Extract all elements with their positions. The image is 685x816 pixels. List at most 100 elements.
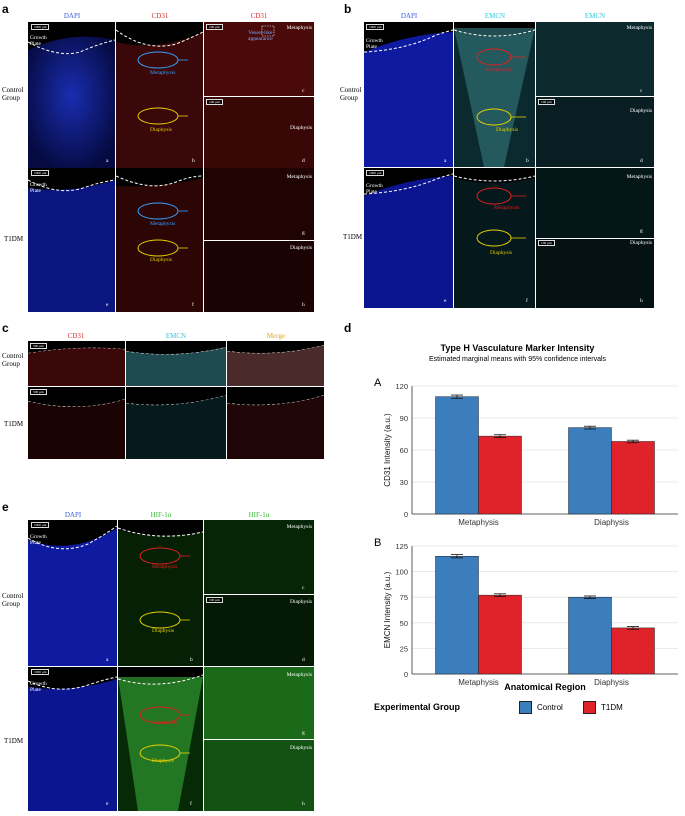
chart-subtitle: Estimated marginal means with 95% confid… <box>428 356 607 363</box>
panel-b-image-emcn-dia-control <box>536 97 654 167</box>
panel-a-growth-plate-2: Growth Plate <box>30 182 47 194</box>
panel-c-row-control: Control Group <box>2 352 24 368</box>
panel-a-scale-3: 100 μm <box>206 24 223 30</box>
panel-e-col-dapi: DAPI <box>64 511 82 519</box>
chart-b-ytick-3: 75 <box>400 593 408 602</box>
panel-a-vessel-label: Vessel-like appearance <box>248 30 273 42</box>
chart-a-bar-control-diaphysis <box>568 427 612 515</box>
panel-a-letter-d: d <box>302 158 305 164</box>
panel-a-dia-zoom-2: Diaphysis <box>290 245 312 251</box>
panel-e-image-hif-control <box>118 520 203 666</box>
panel-b-meta-label-2: Metaphysis <box>494 205 520 211</box>
panel-a-scale-2: 1000 μm <box>31 170 50 176</box>
panel-b-col-emcn: EMCN <box>484 12 506 20</box>
panel-b-letter-g: g <box>640 228 643 234</box>
panel-c-image-merge-control <box>227 341 324 386</box>
legend-title: Experimental Group <box>374 702 461 712</box>
panel-c-image-merge-t1dm <box>227 387 324 459</box>
panel-e-image-hif-dia-control <box>204 595 314 666</box>
chart-a-bar-control-metaphysis <box>435 396 479 515</box>
panel-c-col-merge: Merge <box>266 332 286 340</box>
panel-c-row-t1dm: T1DM <box>4 420 24 428</box>
panel-e-letter-e: e <box>106 801 109 807</box>
panel-b-meta-label-1: Metaphysis <box>486 67 512 73</box>
chart-b-xtick-1: Diaphysis <box>594 678 629 687</box>
panel-c-col-cd31: CD31 <box>67 332 85 340</box>
panel-c-scale-2: 500 μm <box>30 389 47 395</box>
panel-a-col-cd31: CD31 <box>151 12 169 20</box>
panel-b-meta-zoom-1: Metaphysis <box>626 25 652 31</box>
panel-e-dia-zoom-1: Diaphysis <box>290 599 312 605</box>
panel-e-letter-h: h <box>302 801 305 807</box>
panel-a-letter-f: f <box>192 302 194 308</box>
panel-e-scale-2: 1000 μm <box>31 669 50 675</box>
panel-a-image-dapi-control <box>28 22 115 168</box>
panel-e-image-dapi-control <box>28 520 117 666</box>
panel-a-image-cd31-dia-control <box>204 97 314 168</box>
panel-a-dia-zoom-1: Diaphysis <box>290 125 312 131</box>
panel-b-scale-3: 100 μm <box>538 99 555 105</box>
panel-e-dia-label-2: Diaphysis <box>152 758 174 764</box>
chart-b-bar-t1dm-diaphysis <box>611 627 655 675</box>
panel-e-letter-d: d <box>302 657 305 663</box>
panel-e-image-dapi-t1dm <box>28 667 117 811</box>
panel-a-scale-4: 100 μm <box>206 99 223 105</box>
chart-a-bar-t1dm-metaphysis <box>478 435 522 515</box>
panel-e-scale-3: 100 μm <box>206 597 223 603</box>
panel-b-dia-zoom-1: Diaphysis <box>630 108 652 114</box>
panel-e-row-t1dm: T1DM <box>4 737 24 745</box>
panel-e-dia-label-1: Diaphysis <box>152 628 174 634</box>
chart-a-ytick-2: 60 <box>400 446 408 455</box>
panel-a-col-cd31-zoom: CD31 <box>250 12 268 20</box>
panel-a-letter-c: c <box>302 88 305 94</box>
panel-b-dia-label-1: Diaphysis <box>496 127 518 133</box>
panel-a-meta-label-2: Metaphysis <box>150 221 176 227</box>
panel-a-meta-zoom-1: Metaphysis <box>286 25 312 31</box>
panel-b-row-t1dm: T1DM <box>343 233 363 241</box>
panel-a-letter-g: g <box>302 230 305 236</box>
panel-a-image-cd31-dia-t1dm <box>204 241 314 312</box>
panel-e-letter-a: a <box>106 657 109 663</box>
chart-b-ytick-2: 50 <box>400 619 408 628</box>
chart-a-xtick-1: Diaphysis <box>594 518 629 527</box>
panel-b-dia-label-2: Diaphysis <box>490 250 512 256</box>
panel-b-growth-plate-2: Growth Plate <box>366 183 383 195</box>
panel-e-letter-b: b <box>190 657 193 663</box>
panel-a-image-cd31-control <box>116 22 203 168</box>
panel-b-image-dapi-t1dm <box>364 168 453 308</box>
legend-label-t1dm: T1DM <box>601 703 623 712</box>
panel-a-letter-e: e <box>106 302 109 308</box>
panel-b-meta-zoom-2: Metaphysis <box>626 174 652 180</box>
chart-b-ylabel: EMCN Intensity (a.u.) <box>383 571 392 648</box>
chart-b-ytick-4: 100 <box>395 568 408 577</box>
legend-swatch-control <box>519 701 532 714</box>
panel-a-image-cd31-meta-t1dm <box>204 168 314 240</box>
panel-a-label: a <box>2 2 9 16</box>
panel-b-letter-f: f <box>526 298 528 304</box>
panel-a-row-control: Control Group <box>2 86 24 102</box>
panel-e-letter-g: g <box>302 730 305 736</box>
chart-b-bar-t1dm-metaphysis <box>478 594 522 675</box>
chart-a-ytick-3: 90 <box>400 414 408 423</box>
panel-c-col-emcn: EMCN <box>165 332 187 340</box>
panel-e-label: e <box>2 500 9 514</box>
panel-e-col-hif: HIF-1α <box>150 511 172 519</box>
legend-label-control: Control <box>537 703 563 712</box>
panel-a-image-cd31-t1dm <box>116 168 203 312</box>
panel-e-meta-zoom-2: Metaphysis <box>286 672 312 678</box>
chart-b-ytick-1: 25 <box>400 644 408 653</box>
panel-e-col-hif-zoom: HIF-1α <box>248 511 270 519</box>
panel-c-image-emcn-control <box>126 341 226 386</box>
panel-a-growth-plate-1: Growth Plate <box>30 35 47 47</box>
panel-a-letter-h: h <box>302 302 305 308</box>
panel-e-meta-label-1: Metaphysis <box>152 564 178 570</box>
chart-b-ytick-0: 0 <box>404 670 408 679</box>
chart-title: Type H Vasculature Marker Intensity <box>440 343 595 353</box>
panel-b-scale-2: 1000 μm <box>366 170 385 176</box>
chart-a-xtick-0: Metaphysis <box>458 518 498 527</box>
x-axis-title: Anatomical Region <box>504 682 586 692</box>
chart-a: A 0 30 60 90 120 CD31 Intensity (a.u.) Metaphys… <box>374 377 678 527</box>
chart-b-bar-control-metaphysis <box>435 555 479 675</box>
chart-b-bar-control-diaphysis <box>568 596 612 675</box>
panel-e-growth-plate-1: Growth Plate <box>30 534 47 546</box>
